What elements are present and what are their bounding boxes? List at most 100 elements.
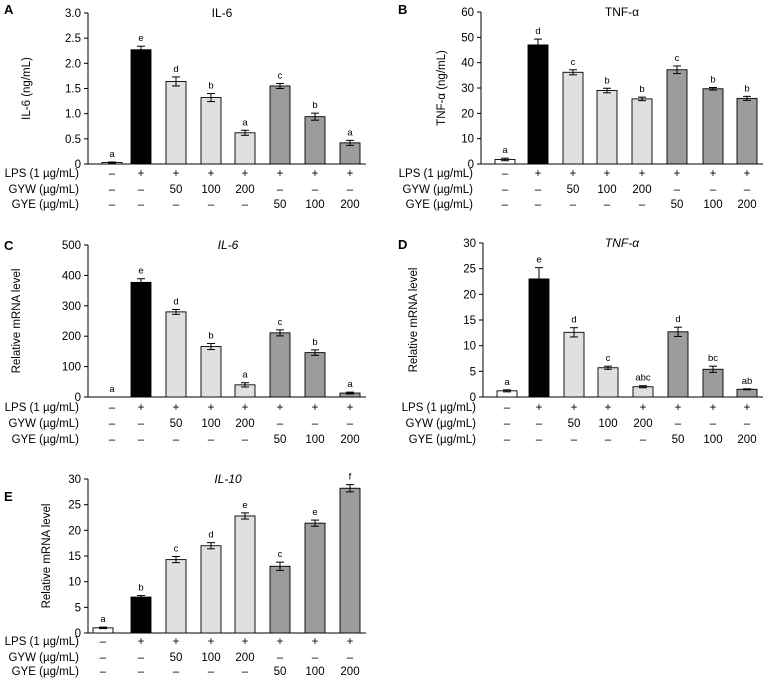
significance-letter: b	[312, 100, 317, 111]
condition-cell: 50	[672, 434, 685, 446]
y-tick-label: 5	[75, 602, 81, 614]
bar	[597, 367, 619, 398]
condition-cell: +	[570, 168, 577, 180]
bar	[269, 332, 291, 398]
significance-letter: a	[347, 379, 353, 390]
condition-cell: –	[208, 199, 215, 211]
condition-cell: –	[100, 666, 107, 678]
condition-cell: –	[536, 434, 543, 446]
condition-cell: –	[570, 199, 577, 211]
chart-title: IL-6	[218, 238, 239, 252]
significance-letter: d	[535, 26, 540, 37]
significance-letter: b	[208, 330, 213, 341]
significance-letter: abc	[635, 373, 651, 384]
condition-cell: –	[640, 434, 647, 446]
panel-label: A	[4, 2, 14, 17]
bar	[527, 44, 549, 165]
condition-cell: 200	[737, 199, 756, 211]
condition-cell: +	[173, 168, 180, 180]
y-tick-label: 30	[68, 474, 81, 486]
condition-cell: +	[744, 168, 751, 180]
y-tick-label: 2.5	[65, 33, 81, 45]
significance-letter: c	[606, 353, 611, 364]
significance-letter: e	[138, 266, 143, 277]
y-axis-label: Relative mRNA level	[11, 269, 23, 374]
condition-cell: –	[535, 199, 542, 211]
y-tick-label: 15	[463, 315, 476, 327]
condition-row-label: GYW (µg/mL)	[405, 418, 476, 430]
condition-cell: +	[640, 402, 647, 414]
condition-cell: +	[675, 402, 682, 414]
bar	[563, 331, 585, 398]
condition-cell: –	[208, 666, 215, 678]
condition-cell: –	[504, 434, 511, 446]
condition-cell: +	[605, 402, 612, 414]
condition-cell: –	[312, 184, 319, 196]
y-axis-label: Relative mRNA level	[41, 504, 53, 609]
condition-cell: 50	[274, 199, 287, 211]
chart-title: IL-10	[214, 472, 242, 486]
bar	[130, 49, 152, 165]
condition-cell: 200	[340, 434, 359, 446]
bar	[269, 85, 291, 165]
condition-cell: –	[744, 418, 751, 430]
condition-cell: –	[173, 666, 180, 678]
panel-label: D	[398, 237, 407, 252]
y-axis-label: IL-6 (ng/mL)	[21, 57, 33, 120]
significance-letter: e	[312, 507, 317, 518]
panel-e: E IL-10 Relative mRNA level 0 5 10 15 20 25 30 a b c…	[4, 472, 366, 678]
condition-cell: +	[312, 402, 319, 414]
significance-letter: e	[242, 500, 247, 511]
bar	[130, 281, 152, 398]
significance-letter: f	[349, 472, 352, 483]
condition-cell: –	[100, 652, 107, 664]
condition-cell: –	[312, 418, 319, 430]
panel-d: D TNF-α Relative mRNA level 0 5 10 15 20 25 30 a e d…	[398, 236, 763, 446]
significance-letter: a	[347, 127, 353, 138]
bar	[200, 97, 222, 165]
bar	[130, 596, 152, 634]
condition-cell: +	[604, 168, 611, 180]
condition-cell: 100	[201, 652, 220, 664]
significance-letter: a	[109, 149, 115, 160]
condition-cell: –	[502, 199, 509, 211]
bar	[200, 545, 222, 634]
condition-cell: –	[605, 434, 612, 446]
condition-cell: –	[242, 666, 249, 678]
condition-cell: –	[502, 184, 509, 196]
condition-cell: 100	[703, 199, 722, 211]
bar	[304, 352, 326, 398]
condition-cell: +	[312, 636, 319, 648]
significance-letter: a	[109, 384, 115, 395]
condition-cell: –	[138, 666, 145, 678]
condition-cell: –	[744, 184, 751, 196]
condition-cell: +	[571, 402, 578, 414]
condition-cell: 100	[598, 418, 617, 430]
significance-letter: c	[278, 549, 283, 560]
condition-cell: –	[109, 168, 116, 180]
condition-cell: +	[536, 402, 543, 414]
significance-letter: a	[242, 117, 248, 128]
condition-cell: +	[138, 168, 145, 180]
significance-letter: b	[639, 84, 644, 95]
y-tick-label: 15	[68, 551, 81, 563]
significance-letter: a	[502, 145, 508, 156]
bar	[234, 132, 256, 165]
significance-letter: e	[138, 33, 143, 44]
condition-row-label: GYE (µg/mL)	[12, 666, 80, 678]
y-tick-label: 0	[75, 628, 81, 640]
condition-cell: +	[347, 636, 354, 648]
condition-cell: –	[109, 402, 116, 414]
y-tick-label: 1.5	[65, 84, 81, 96]
bar	[339, 142, 361, 165]
significance-letter: c	[278, 70, 283, 81]
y-tick-label: 20	[68, 525, 81, 537]
condition-row-label: GYW (µg/mL)	[8, 652, 79, 664]
y-tick-label: 0.5	[65, 134, 81, 146]
y-tick-label: 10	[463, 341, 476, 353]
significance-letter: b	[138, 583, 143, 594]
condition-cell: 50	[274, 434, 287, 446]
bar	[702, 88, 724, 165]
y-tick-label: 2.0	[65, 58, 81, 70]
condition-cell: +	[242, 636, 249, 648]
